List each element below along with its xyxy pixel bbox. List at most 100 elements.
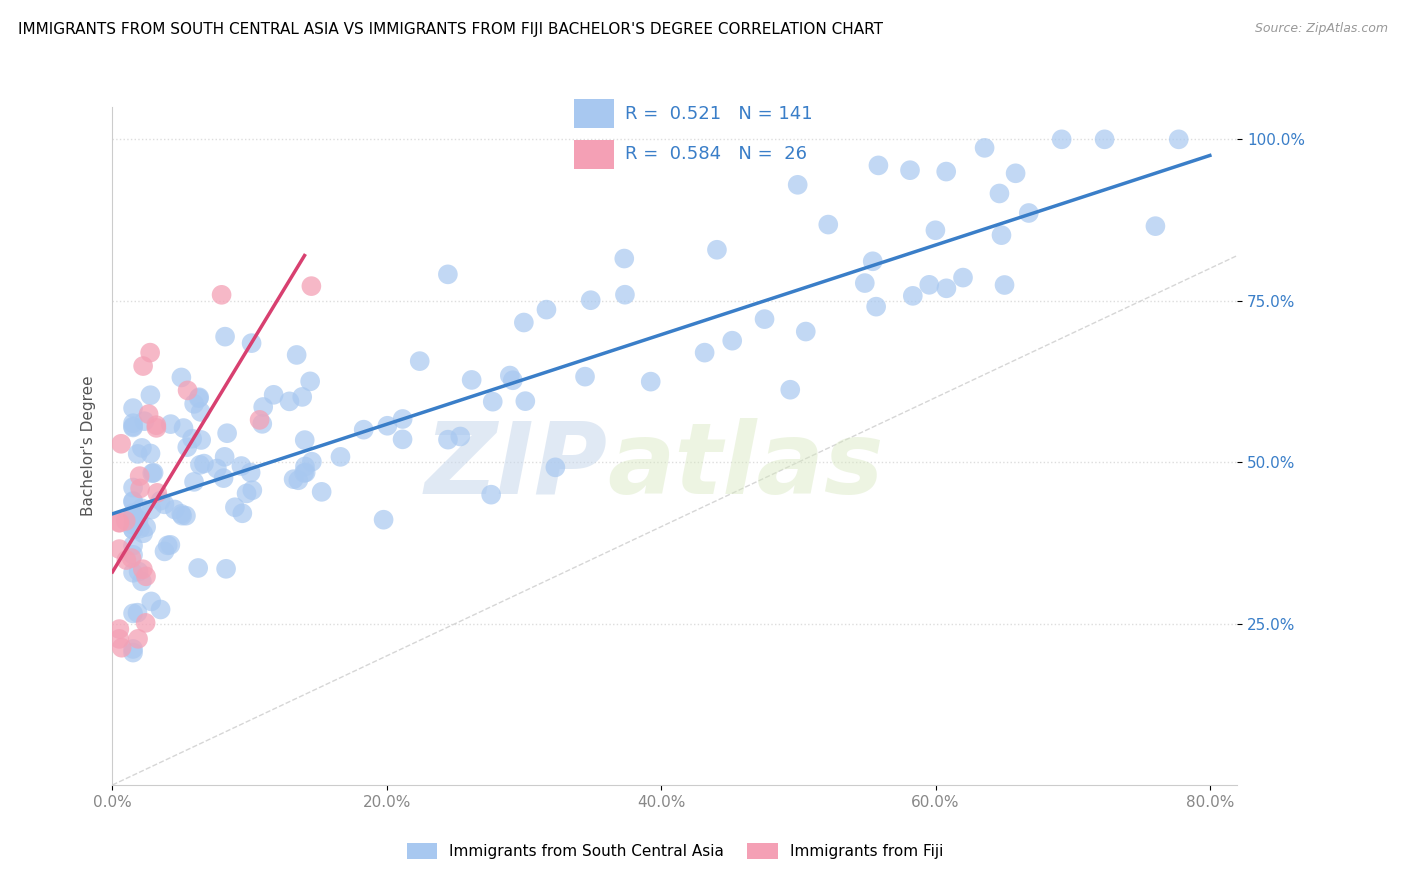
Point [190, 433, 212, 447]
Point [235, 486, 257, 500]
Point [779, 383, 801, 397]
Point [187, 391, 209, 405]
Point [170, 370, 193, 384]
Point [122, 494, 145, 508]
Point [193, 457, 215, 471]
FancyBboxPatch shape [574, 140, 613, 169]
Point [122, 506, 145, 520]
Point [301, 455, 323, 469]
Point [188, 390, 211, 404]
Point [132, 526, 155, 541]
Point [127, 447, 149, 461]
Point [153, 544, 176, 558]
Point [391, 412, 413, 426]
Point [240, 483, 263, 498]
Point [377, 418, 399, 433]
Point [252, 417, 274, 431]
Text: ZIP: ZIP [425, 417, 607, 515]
Point [190, 405, 212, 419]
Point [853, 276, 876, 290]
Point [131, 574, 153, 589]
Point [579, 293, 602, 308]
Point [122, 481, 145, 495]
Point [786, 178, 808, 192]
Point [990, 228, 1012, 243]
Point [134, 414, 156, 428]
Point [163, 502, 186, 516]
Point [156, 538, 179, 552]
Point [898, 163, 921, 178]
Point [283, 472, 305, 486]
Point [794, 325, 817, 339]
Point [935, 164, 957, 178]
Point [205, 461, 228, 475]
FancyBboxPatch shape [574, 99, 613, 128]
Point [127, 632, 149, 646]
Point [128, 565, 150, 579]
Point [294, 466, 316, 480]
Point [437, 268, 460, 282]
Text: Source: ZipAtlas.com: Source: ZipAtlas.com [1254, 22, 1388, 36]
Point [240, 336, 263, 351]
Point [128, 513, 150, 527]
Point [149, 493, 172, 508]
Point [901, 289, 924, 303]
Point [176, 384, 198, 398]
Point [437, 433, 460, 447]
Point [449, 429, 471, 443]
Point [129, 482, 152, 496]
Point [114, 514, 136, 528]
Point [139, 446, 162, 460]
Point [131, 501, 153, 516]
Point [215, 562, 238, 576]
Point [183, 397, 205, 411]
Point [132, 359, 155, 373]
Point [239, 466, 262, 480]
Point [285, 348, 308, 362]
Point [122, 566, 145, 580]
Point [141, 502, 163, 516]
Point [536, 302, 558, 317]
Point [1050, 132, 1073, 146]
Point [231, 458, 253, 473]
Text: IMMIGRANTS FROM SOUTH CENTRAL ASIA VS IMMIGRANTS FROM FIJI BACHELOR'S DEGREE COR: IMMIGRANTS FROM SOUTH CENTRAL ASIA VS IM… [18, 22, 883, 37]
Point [135, 615, 157, 630]
Point [159, 538, 181, 552]
Legend: Immigrants from South Central Asia, Immigrants from Fiji: Immigrants from South Central Asia, Immi… [401, 837, 949, 865]
Point [287, 473, 309, 487]
Point [952, 270, 974, 285]
Point [460, 373, 482, 387]
Point [141, 594, 163, 608]
Point [188, 458, 211, 472]
Point [122, 539, 145, 553]
Point [299, 279, 322, 293]
Point [138, 407, 160, 421]
Point [146, 486, 169, 500]
Point [217, 426, 239, 441]
Point [122, 419, 145, 434]
Point [294, 433, 316, 447]
Point [173, 421, 195, 435]
Point [122, 642, 145, 657]
Point [122, 509, 145, 524]
Point [128, 469, 150, 483]
Point [278, 394, 301, 409]
Point [291, 390, 314, 404]
Point [481, 394, 503, 409]
Point [181, 432, 204, 446]
Point [373, 513, 395, 527]
Point [122, 607, 145, 621]
Point [111, 640, 134, 655]
Point [122, 416, 145, 430]
Point [122, 420, 145, 434]
Point [174, 508, 197, 523]
Point [211, 288, 233, 302]
Point [122, 522, 145, 536]
Point [108, 632, 131, 646]
Point [868, 158, 890, 172]
Point [145, 421, 167, 435]
Point [139, 388, 162, 402]
Point [311, 484, 333, 499]
Point [129, 522, 152, 536]
Point [135, 569, 157, 583]
